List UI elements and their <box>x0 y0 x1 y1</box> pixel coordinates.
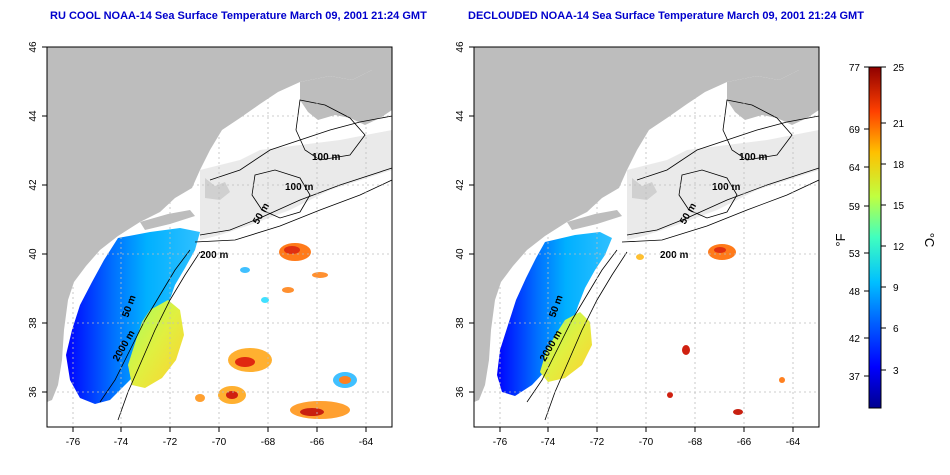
c-tick-label: 21 <box>893 119 905 130</box>
map-panel-left: 100 m 100 m 50 m 200 m 50 m 2000 m <box>28 41 393 448</box>
colorbar-ticks <box>864 66 886 377</box>
sst-eddies <box>636 244 785 415</box>
x-tick-label: -68 <box>261 437 276 448</box>
x-tick-label: -70 <box>639 437 654 448</box>
y-tick-label: 44 <box>455 110 466 122</box>
contour-label: 100 m <box>285 182 313 193</box>
colorbar: 77 69 64 59 53 48 42 37 25 21 18 15 12 9… <box>833 63 937 409</box>
shelf-region <box>627 130 819 240</box>
f-tick-label: 69 <box>849 125 861 136</box>
y-tick-label: 36 <box>28 386 39 398</box>
x-tick-label: -64 <box>786 437 801 448</box>
x-tick-label: -70 <box>212 437 227 448</box>
shelf-region <box>200 130 392 240</box>
sst-warm-patch <box>540 312 592 382</box>
sst-eddies <box>195 243 357 419</box>
y-tick-label: 46 <box>28 41 39 53</box>
f-tick-label: 64 <box>849 163 861 174</box>
panel-title-right: DECLOUDED NOAA-14 Sea Surface Temperatur… <box>468 10 864 22</box>
f-tick-label: 48 <box>849 287 861 298</box>
land-nova-scotia <box>727 70 819 125</box>
y-axis-labels: 36 38 40 42 44 46 <box>455 41 466 398</box>
sst-cold-patch <box>497 232 612 396</box>
celsius-ticks: 25 21 18 15 12 9 6 3 <box>893 63 905 377</box>
colorbar-gradient <box>868 66 882 409</box>
x-tick-label: -76 <box>66 437 81 448</box>
y-tick-label: 42 <box>455 179 466 191</box>
x-tick-label: -76 <box>493 437 508 448</box>
f-tick-label: 42 <box>849 334 861 345</box>
map-grid <box>474 46 819 427</box>
sst-cold-patch <box>66 228 200 404</box>
contour-label: 100 m <box>312 152 340 163</box>
axis-ticks <box>42 46 367 432</box>
land-long-island <box>567 210 622 230</box>
x-axis-labels: -76 -74 -72 -70 -68 -66 -64 <box>493 437 801 448</box>
y-tick-label: 44 <box>28 110 39 122</box>
c-tick-label: 9 <box>893 283 899 294</box>
land-long-island <box>140 210 195 230</box>
land-nova-scotia <box>300 70 392 125</box>
axis-ticks <box>469 46 794 432</box>
x-tick-label: -66 <box>737 437 752 448</box>
map-panel-right: 100 m 100 m 50 m 200 m 50 m 2000 m -76 <box>455 41 820 448</box>
c-tick-label: 25 <box>893 63 905 74</box>
x-tick-label: -68 <box>688 437 703 448</box>
x-tick-label: -74 <box>541 437 556 448</box>
y-tick-label: 40 <box>455 248 466 260</box>
celsius-label: °C <box>922 233 937 248</box>
c-tick-label: 18 <box>893 160 905 171</box>
x-tick-label: -72 <box>163 437 178 448</box>
f-tick-label: 37 <box>849 372 861 383</box>
panel-title-left: RU COOL NOAA-14 Sea Surface Temperature … <box>50 10 427 22</box>
x-tick-label: -74 <box>114 437 129 448</box>
y-tick-label: 36 <box>455 386 466 398</box>
f-tick-label: 59 <box>849 202 861 213</box>
contour-label: 100 m <box>739 152 767 163</box>
fahrenheit-label: °F <box>833 233 848 246</box>
fahrenheit-ticks: 77 69 64 59 53 48 42 37 <box>849 63 861 383</box>
y-tick-label: 40 <box>28 248 39 260</box>
c-tick-label: 3 <box>893 366 899 377</box>
x-axis-labels: -76 -74 -72 -70 -68 -66 -64 <box>66 437 374 448</box>
c-tick-label: 12 <box>893 242 905 253</box>
c-tick-label: 15 <box>893 201 905 212</box>
land-mass <box>47 47 392 402</box>
y-axis-labels: 36 38 40 42 44 46 <box>28 41 39 398</box>
contour-label: 200 m <box>200 250 228 261</box>
f-tick-label: 53 <box>849 249 861 260</box>
c-tick-label: 6 <box>893 324 899 335</box>
map-grid <box>47 46 392 427</box>
y-tick-label: 38 <box>455 317 466 329</box>
x-tick-label: -64 <box>359 437 374 448</box>
y-tick-label: 42 <box>28 179 39 191</box>
contour-label: 200 m <box>660 250 688 261</box>
y-tick-label: 38 <box>28 317 39 329</box>
y-tick-label: 46 <box>455 41 466 53</box>
land-mass <box>474 47 819 402</box>
x-tick-label: -72 <box>590 437 605 448</box>
x-tick-label: -66 <box>310 437 325 448</box>
f-tick-label: 77 <box>849 63 861 74</box>
contour-label: 100 m <box>712 182 740 193</box>
